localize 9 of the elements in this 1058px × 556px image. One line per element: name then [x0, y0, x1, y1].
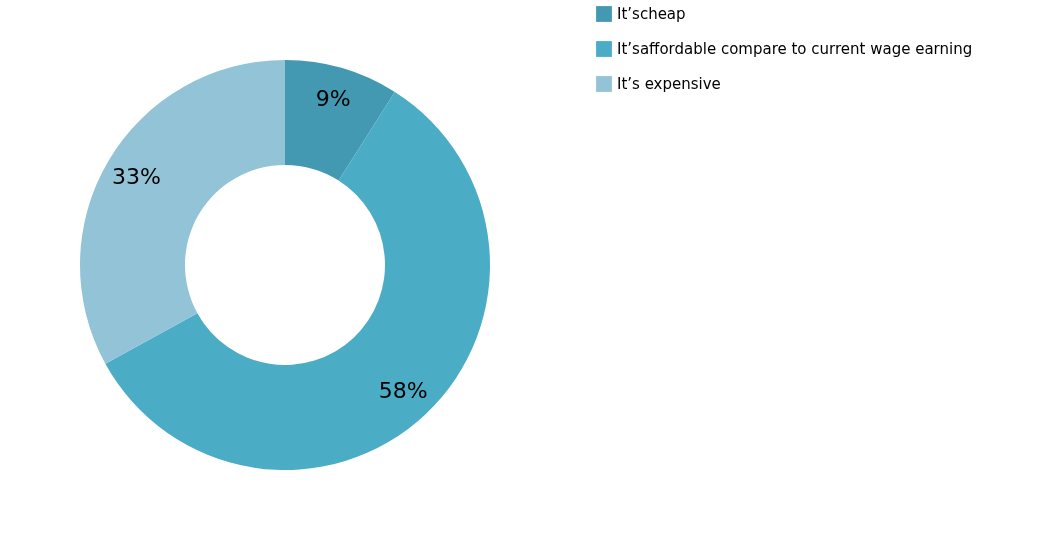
- data-label: 33%: [112, 164, 161, 190]
- donut-slice: [105, 91, 490, 470]
- legend-label: It’saffordable compare to current wage earning: [617, 40, 973, 58]
- donut-slice: [80, 60, 285, 364]
- data-label: 58%: [378, 377, 428, 403]
- legend-label: It’s expensive: [617, 75, 721, 93]
- donut-slice: [285, 60, 395, 181]
- data-label: 9%: [315, 86, 351, 112]
- legend-label: It’scheap: [617, 5, 686, 23]
